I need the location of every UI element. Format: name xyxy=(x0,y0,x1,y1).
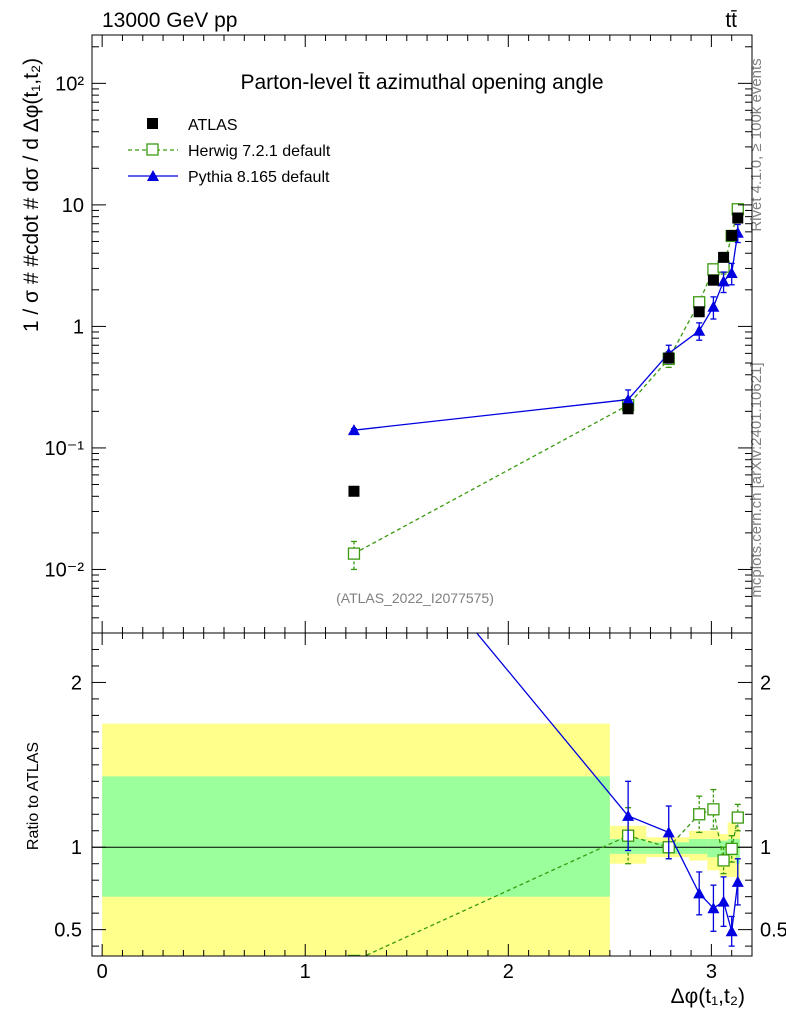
ratio-panel: Ratio to ATLAS Δφ(t₁,t₂) xyxy=(25,632,753,1008)
tick-labels: 10⁻² 10⁻¹ 1 10 10² 0.5 0.5 1 1 2 2 0 1 2 3 xyxy=(45,73,786,983)
ratio-series-1-point xyxy=(717,895,730,907)
x-tick-label: 3 xyxy=(706,961,717,983)
ratio-series-1-point xyxy=(707,902,720,914)
main-series-1-point xyxy=(707,263,720,276)
main-title: Parton-level t̄t azimuthal opening angle xyxy=(240,71,603,94)
ratio-series-1-point xyxy=(662,826,675,838)
main-series-2-point xyxy=(693,324,706,336)
main-series-2-point xyxy=(717,275,730,287)
main-y-tick-label: 1 xyxy=(73,316,84,338)
axis-ticks xyxy=(92,35,753,956)
main-series-1-line xyxy=(353,209,739,555)
legend-marker-pythia xyxy=(147,170,159,181)
main-series-2-line xyxy=(353,232,739,431)
watermark: (ATLAS_2022_I2077575) xyxy=(336,590,494,606)
main-series-0-point xyxy=(726,229,738,241)
main-series-0-point xyxy=(693,306,705,318)
ratio-clipped-content xyxy=(92,633,752,956)
main-series-1-point xyxy=(693,296,706,309)
ratio-band-1-segment xyxy=(689,838,708,854)
main-y-tick-label: 10² xyxy=(55,73,84,95)
ratio-y-tick-label-right: 1 xyxy=(760,837,771,859)
ratio-y-tick-label-right: 0.5 xyxy=(760,920,786,942)
x-tick-label: 0 xyxy=(97,961,108,983)
ratio-frame xyxy=(91,632,753,957)
x-axis-label: Δφ(t₁,t₂) xyxy=(671,985,745,1008)
ratio-y-tick-label: 2 xyxy=(71,672,82,694)
main-series-0-point xyxy=(718,251,730,263)
main-clipped-content xyxy=(347,203,744,571)
ratio-series-0-point xyxy=(347,954,361,956)
ratio-series-0-point xyxy=(731,811,744,824)
main-series-2-point xyxy=(707,300,720,312)
ratio-series-1-line xyxy=(475,633,739,932)
main-y-tick-label: 10 xyxy=(62,195,84,217)
x-tick-label: 1 xyxy=(300,961,311,983)
legend-label-atlas: ATLAS xyxy=(188,117,238,134)
legend: ATLAS Herwig 7.2.1 default Pythia 8.165 … xyxy=(128,117,331,186)
mcplots-label: mcplots.cern.ch [arXiv:2401.10621] xyxy=(748,362,765,597)
ratio-series-0-point xyxy=(725,842,738,856)
legend-marker-atlas xyxy=(147,118,158,129)
main-plot-area xyxy=(347,203,744,571)
ratio-y-axis-label: Ratio to ATLAS xyxy=(25,742,42,850)
main-series-0-point xyxy=(663,352,675,364)
ratio-y-tick-label-right: 2 xyxy=(760,672,771,694)
legend-label-herwig: Herwig 7.2.1 default xyxy=(188,143,331,160)
ratio-plot-area xyxy=(92,633,752,956)
legend-label-pythia: Pythia 8.165 default xyxy=(188,169,330,186)
main-y-tick-label: 10⁻² xyxy=(45,559,85,581)
ratio-series-0-line xyxy=(363,808,739,956)
ratio-band-1-segment xyxy=(102,776,610,897)
main-series-2-point xyxy=(622,393,635,405)
ratio-series-1-point xyxy=(622,809,635,821)
main-series-1-point xyxy=(347,547,361,560)
main-panel: Parton-level t̄t azimuthal opening angle… xyxy=(20,34,753,634)
main-y-tick-label: 10⁻¹ xyxy=(45,438,85,460)
ratio-series-0-point xyxy=(707,803,720,816)
ratio-series-1-point xyxy=(693,887,706,899)
main-series-2-point xyxy=(347,424,360,436)
ratio-series-1-point xyxy=(731,875,744,887)
process-label: tt̄ xyxy=(725,9,737,32)
rivet-label: Rivet 4.1.0, ≥ 100k events xyxy=(748,58,765,231)
ratio-series-0-point xyxy=(717,854,730,867)
energy-label: 13000 GeV pp xyxy=(102,9,237,32)
main-series-0-point xyxy=(707,274,719,286)
main-series-0-point xyxy=(732,212,744,224)
main-series-0-point xyxy=(348,485,360,497)
x-tick-label: 2 xyxy=(503,961,514,983)
main-series-0-point xyxy=(622,403,634,415)
ratio-band-1-segment xyxy=(707,838,720,858)
legend-marker-herwig xyxy=(146,143,159,156)
main-y-axis-label: 1 / σ # #cdot # dσ / d Δφ(t₁,t₂) xyxy=(20,58,43,332)
ratio-y-tick-label: 1 xyxy=(71,837,82,859)
ratio-series-1-point xyxy=(725,925,738,937)
main-series-2-point xyxy=(725,267,738,279)
ratio-y-tick-label: 0.5 xyxy=(54,920,82,942)
ratio-series-0-point xyxy=(693,808,706,821)
